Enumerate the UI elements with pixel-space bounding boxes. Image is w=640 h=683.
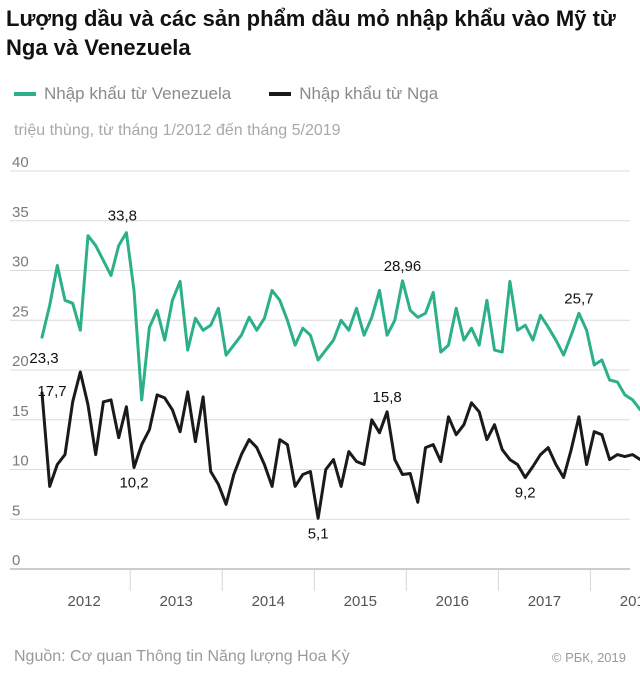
y-tick-label-20: 20 [12,353,29,370]
y-tick-label-10: 10 [12,453,29,470]
x-tick-label-2012: 2012 [67,593,100,610]
x-tick-label-2014: 2014 [252,593,285,610]
y-tick-label-25: 25 [12,303,29,320]
chart-subtitle: triệu thùng, từ tháng 1/2012 đến tháng 5… [14,122,341,139]
data-labels: 23,333,828,9625,70,317,710,25,115,89,217… [29,208,593,543]
y-tick-label-0: 0 [12,552,20,569]
legend-swatch-russia [269,92,292,96]
legend-label-russia: Nhập khẩu từ Nga [299,84,439,103]
data-label-russia-12: 10,2 [119,475,148,492]
x-tick-label-2018: 2018 [620,593,640,610]
y-axis-ticks: 0 5 10 15 20 25 30 35 40 [12,154,29,569]
data-label-russia-45: 15,8 [373,389,402,406]
gridlines [10,170,630,570]
x-tick-label-2013: 2013 [160,593,193,610]
y-tick-label-40: 40 [12,154,29,171]
series-lines [40,231,640,520]
x-tick-label-2016: 2016 [436,593,469,610]
legend-swatch-venezuela [14,92,36,96]
data-label-venezuela-70: 25,7 [564,290,593,307]
series-line-venezuela [40,231,640,412]
legend-item-russia: Nhập khẩu từ Nga [269,84,438,104]
source-note: Nguồn: Cơ quan Thông tin Năng lượng Hoa … [14,648,350,665]
data-label-venezuela-47: 28,96 [384,258,422,275]
chart-title: Lượng dầu và các sản phẩm dầu mỏ nhập kh… [6,6,616,60]
y-tick-label-5: 5 [12,502,20,519]
series-line-russia [40,370,640,520]
legend: Nhập khẩu từ Venezuela Nhập khẩu từ Nga [14,84,476,104]
data-label-venezuela-0: 23,3 [29,350,58,367]
x-axis-ticks: 20122013201420152016201720182019 [67,569,640,610]
y-tick-label-35: 35 [12,204,29,221]
data-label-russia-63: 9,2 [515,484,536,501]
line-chart: 0 5 10 15 20 25 30 35 40 2012 2013 2014 2015 2016 201… [10,154,640,610]
y-tick-label-15: 15 [12,403,29,420]
legend-item-venezuela: Nhập khẩu từ Venezuela [14,84,231,104]
y-tick-label-30: 30 [12,254,29,271]
x-tick-label-2017: 2017 [528,593,561,610]
data-label-venezuela-11: 33,8 [108,208,137,225]
data-label-russia-0: 17,7 [37,383,66,400]
legend-label-venezuela: Nhập khẩu từ Venezuela [44,84,232,103]
copyright-note: © РБК, 2019 [551,650,626,665]
x-tick-label-2015: 2015 [344,593,377,610]
data-label-russia-36: 5,1 [308,525,329,542]
